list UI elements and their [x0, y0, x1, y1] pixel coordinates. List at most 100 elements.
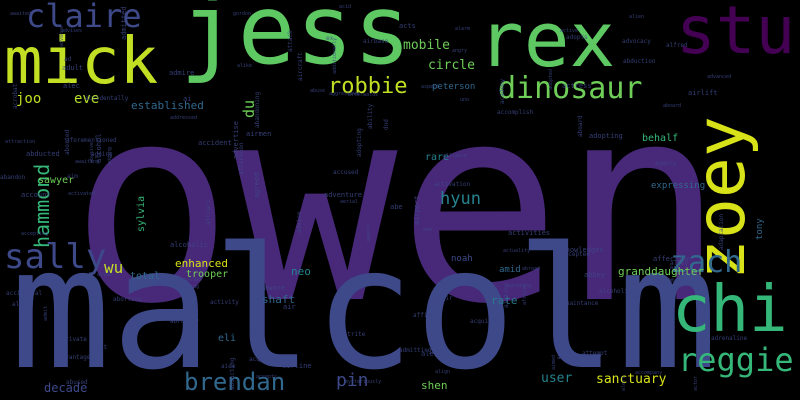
word: activate [58, 336, 87, 343]
word: alec [63, 82, 80, 90]
word: ambush [366, 223, 372, 242]
word: agreed [253, 172, 261, 198]
word: rare [425, 152, 450, 163]
word: noah [451, 254, 473, 264]
word: actuality [503, 248, 531, 254]
word: circle [428, 58, 475, 73]
word: amid [499, 265, 521, 275]
word: aliens [12, 301, 34, 308]
word: abandon [0, 174, 26, 181]
word: pin [336, 370, 369, 391]
word: aboard [577, 115, 584, 137]
word: align [435, 369, 451, 375]
word: airlift [688, 89, 718, 97]
word: ageing [91, 151, 113, 158]
word: user [541, 371, 573, 386]
word: ability [367, 103, 374, 129]
word: sawyer [38, 175, 75, 186]
word: shen [421, 379, 448, 392]
word: rate [491, 294, 518, 307]
word: eli [218, 333, 237, 344]
word: afterwards [348, 92, 379, 98]
word: established [131, 99, 204, 112]
word: brendan [184, 368, 286, 396]
word: abruptly [170, 318, 199, 325]
word: abduction [623, 58, 656, 65]
word: adaptation [718, 213, 725, 250]
word: adopted [548, 68, 554, 90]
word: activity [210, 299, 239, 306]
word: advertise [232, 121, 240, 159]
word: ai [183, 95, 192, 103]
word: alert [421, 350, 443, 358]
word: alcohol [95, 133, 103, 163]
word: wu [104, 258, 124, 277]
word: abortion [113, 296, 142, 303]
word: aspect [421, 84, 440, 90]
word: alley [670, 260, 689, 267]
word: uno [460, 97, 470, 103]
word: activation [434, 181, 471, 188]
word: accepting [21, 231, 49, 237]
word: accomplish [497, 109, 534, 116]
word: peterson [432, 82, 476, 92]
word: stu [676, 0, 796, 69]
word: claire [26, 0, 142, 35]
word: aerial [340, 199, 359, 205]
word: sylvia [136, 195, 147, 232]
word: attract [205, 199, 212, 225]
word: advantage [58, 354, 91, 361]
word: aboard [663, 103, 682, 109]
word: attempt [582, 350, 608, 357]
word: granddaughter [618, 265, 705, 278]
word: aggressive [329, 91, 360, 97]
word: ad [64, 56, 72, 63]
word: access [149, 279, 175, 287]
word: zach [670, 245, 743, 280]
word: eve [74, 91, 100, 107]
word: active [560, 28, 579, 34]
word: acquired [470, 318, 499, 325]
word: aforementioned [66, 137, 117, 144]
word: advocacy [622, 38, 651, 45]
word: abused [66, 379, 88, 386]
word: hyun [440, 189, 481, 209]
word: advice [296, 211, 303, 233]
word: neo [291, 265, 311, 278]
word: affection [653, 255, 691, 263]
word: awaiting [75, 159, 100, 165]
word: academy [499, 78, 506, 104]
word: agreement [653, 277, 686, 284]
word: adrenaline [711, 335, 748, 342]
word: actor [693, 375, 699, 391]
word: sanctuary [596, 372, 667, 387]
word: shaft [262, 293, 296, 306]
word: actress [562, 82, 592, 90]
word: attrite [340, 331, 366, 338]
word: mick [4, 25, 159, 99]
word: accidental [6, 290, 43, 297]
word: abroad [522, 266, 541, 272]
word: tony [755, 218, 765, 240]
word: airbase [363, 38, 389, 45]
word: airline [282, 362, 312, 370]
word: sally [4, 237, 107, 277]
word: airmen [246, 130, 272, 138]
word: joo [16, 91, 42, 107]
word: mobile [403, 38, 450, 53]
word: according [172, 284, 200, 290]
word: aide [221, 363, 236, 370]
word: account [21, 191, 51, 199]
word: awaited [10, 11, 32, 17]
word: dnd [383, 119, 390, 130]
word: accident [198, 139, 232, 147]
word: alert [621, 375, 627, 391]
word: admire [169, 69, 195, 77]
word: adopting [356, 128, 363, 157]
word: acknowledges [553, 246, 604, 254]
word: acid [339, 4, 352, 10]
word: angry [452, 48, 468, 54]
word: agency [655, 160, 677, 167]
word: acrobat [12, 83, 19, 109]
